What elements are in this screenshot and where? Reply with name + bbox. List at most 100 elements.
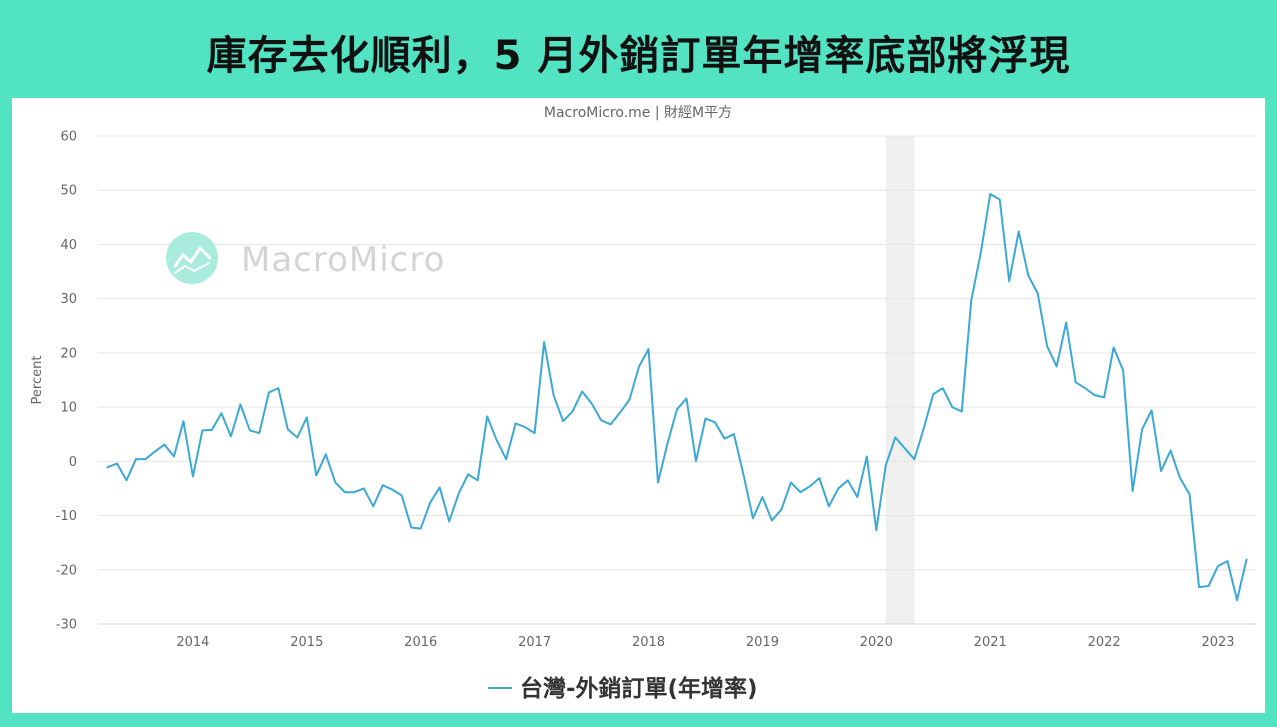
data-point xyxy=(940,385,946,391)
series-group xyxy=(104,191,1250,603)
data-point xyxy=(750,515,756,521)
data-point xyxy=(370,503,376,509)
data-point xyxy=(294,434,300,440)
data-point xyxy=(1244,556,1250,562)
data-point xyxy=(104,464,110,470)
data-point xyxy=(873,527,879,533)
watermark: MacroMicro xyxy=(166,232,445,284)
y-tick-label: -20 xyxy=(56,563,77,578)
data-point xyxy=(465,471,471,477)
data-point xyxy=(494,437,500,443)
x-tick-label: 2016 xyxy=(404,635,437,650)
legend-label: 台灣-外銷訂單(年增率) xyxy=(520,675,758,702)
data-point xyxy=(1054,363,1060,369)
x-tick-label: 2014 xyxy=(176,635,209,650)
data-point xyxy=(256,430,262,436)
data-point xyxy=(285,426,291,432)
data-point xyxy=(570,408,576,414)
data-point xyxy=(921,425,927,431)
data-point xyxy=(816,475,822,481)
chart-line-icon xyxy=(173,246,212,274)
data-point xyxy=(598,417,604,423)
data-point xyxy=(408,524,414,530)
data-point xyxy=(237,401,243,407)
data-point xyxy=(446,519,452,525)
data-point xyxy=(171,453,177,459)
y-tick-label: 40 xyxy=(60,238,77,253)
data-point xyxy=(152,449,158,455)
chart-panel: MacroMicro 60 50 40 30 20 10 0 -10 -20 -30 2014 20… xyxy=(12,98,1265,713)
data-point xyxy=(1168,447,1174,453)
data-point xyxy=(797,489,803,495)
data-point xyxy=(1063,320,1069,326)
data-point xyxy=(180,418,186,424)
data-point xyxy=(674,406,680,412)
data-point xyxy=(769,517,775,523)
x-tick-label: 2021 xyxy=(974,635,1007,650)
data-point xyxy=(1149,407,1155,413)
y-tick-label: -10 xyxy=(56,509,77,524)
data-point xyxy=(835,485,841,491)
legend-item[interactable]: 台灣-外銷訂單(年增率) xyxy=(488,675,758,702)
y-tick-label: -30 xyxy=(56,618,77,633)
data-point xyxy=(389,487,395,493)
data-point xyxy=(1025,272,1031,278)
x-tick-label: 2022 xyxy=(1088,635,1121,650)
data-point xyxy=(275,385,281,391)
data-point xyxy=(930,391,936,397)
data-point xyxy=(399,492,405,498)
data-point xyxy=(266,389,272,395)
data-point xyxy=(351,489,357,495)
data-point xyxy=(418,526,424,532)
data-point xyxy=(427,500,433,506)
data-point xyxy=(1035,290,1041,296)
data-point xyxy=(987,191,993,197)
y-axis-labels: 60 50 40 30 20 10 0 -10 -20 -30 xyxy=(56,130,77,633)
data-point xyxy=(513,420,519,426)
data-point xyxy=(579,388,585,394)
data-point xyxy=(712,419,718,425)
data-point xyxy=(1092,392,1098,398)
data-point xyxy=(1139,426,1145,432)
shaded-band xyxy=(885,136,915,624)
x-axis-labels: 2014 2015 2016 2017 2018 2019 2020 2021 2022 2023 xyxy=(176,635,1234,650)
data-point xyxy=(740,471,746,477)
data-point xyxy=(997,196,1003,202)
data-point xyxy=(1187,491,1193,497)
data-point xyxy=(304,414,310,420)
x-tick-label: 2020 xyxy=(860,635,893,650)
data-point xyxy=(1120,367,1126,373)
page-title: 庫存去化順利，5 月外銷訂單年增率底部將浮現 xyxy=(206,33,1071,79)
data-point xyxy=(655,479,661,485)
data-point xyxy=(1130,488,1136,494)
data-point xyxy=(456,490,462,496)
data-point xyxy=(589,400,595,406)
data-point xyxy=(133,456,139,462)
data-point xyxy=(731,431,737,437)
data-point xyxy=(380,482,386,488)
data-point xyxy=(1196,584,1202,590)
data-point xyxy=(1016,228,1022,234)
data-point xyxy=(702,416,708,422)
y-tick-label: 0 xyxy=(69,455,77,470)
data-point xyxy=(892,434,898,440)
watermark-text: MacroMicro xyxy=(241,240,445,280)
data-point xyxy=(190,474,196,480)
data-point xyxy=(1006,278,1012,284)
data-point xyxy=(475,477,481,483)
data-point xyxy=(959,408,965,414)
x-tick-label: 2015 xyxy=(290,635,323,650)
data-point xyxy=(1073,379,1079,385)
data-point xyxy=(313,472,319,478)
y-axis-title: Percent xyxy=(30,356,45,405)
data-point xyxy=(532,430,538,436)
data-point xyxy=(332,479,338,485)
data-point xyxy=(911,456,917,462)
data-point xyxy=(1177,475,1183,481)
x-tick-label: 2018 xyxy=(632,635,665,650)
data-point xyxy=(1234,597,1240,603)
data-point xyxy=(683,395,689,401)
data-point xyxy=(1101,394,1107,400)
data-point xyxy=(759,494,765,500)
